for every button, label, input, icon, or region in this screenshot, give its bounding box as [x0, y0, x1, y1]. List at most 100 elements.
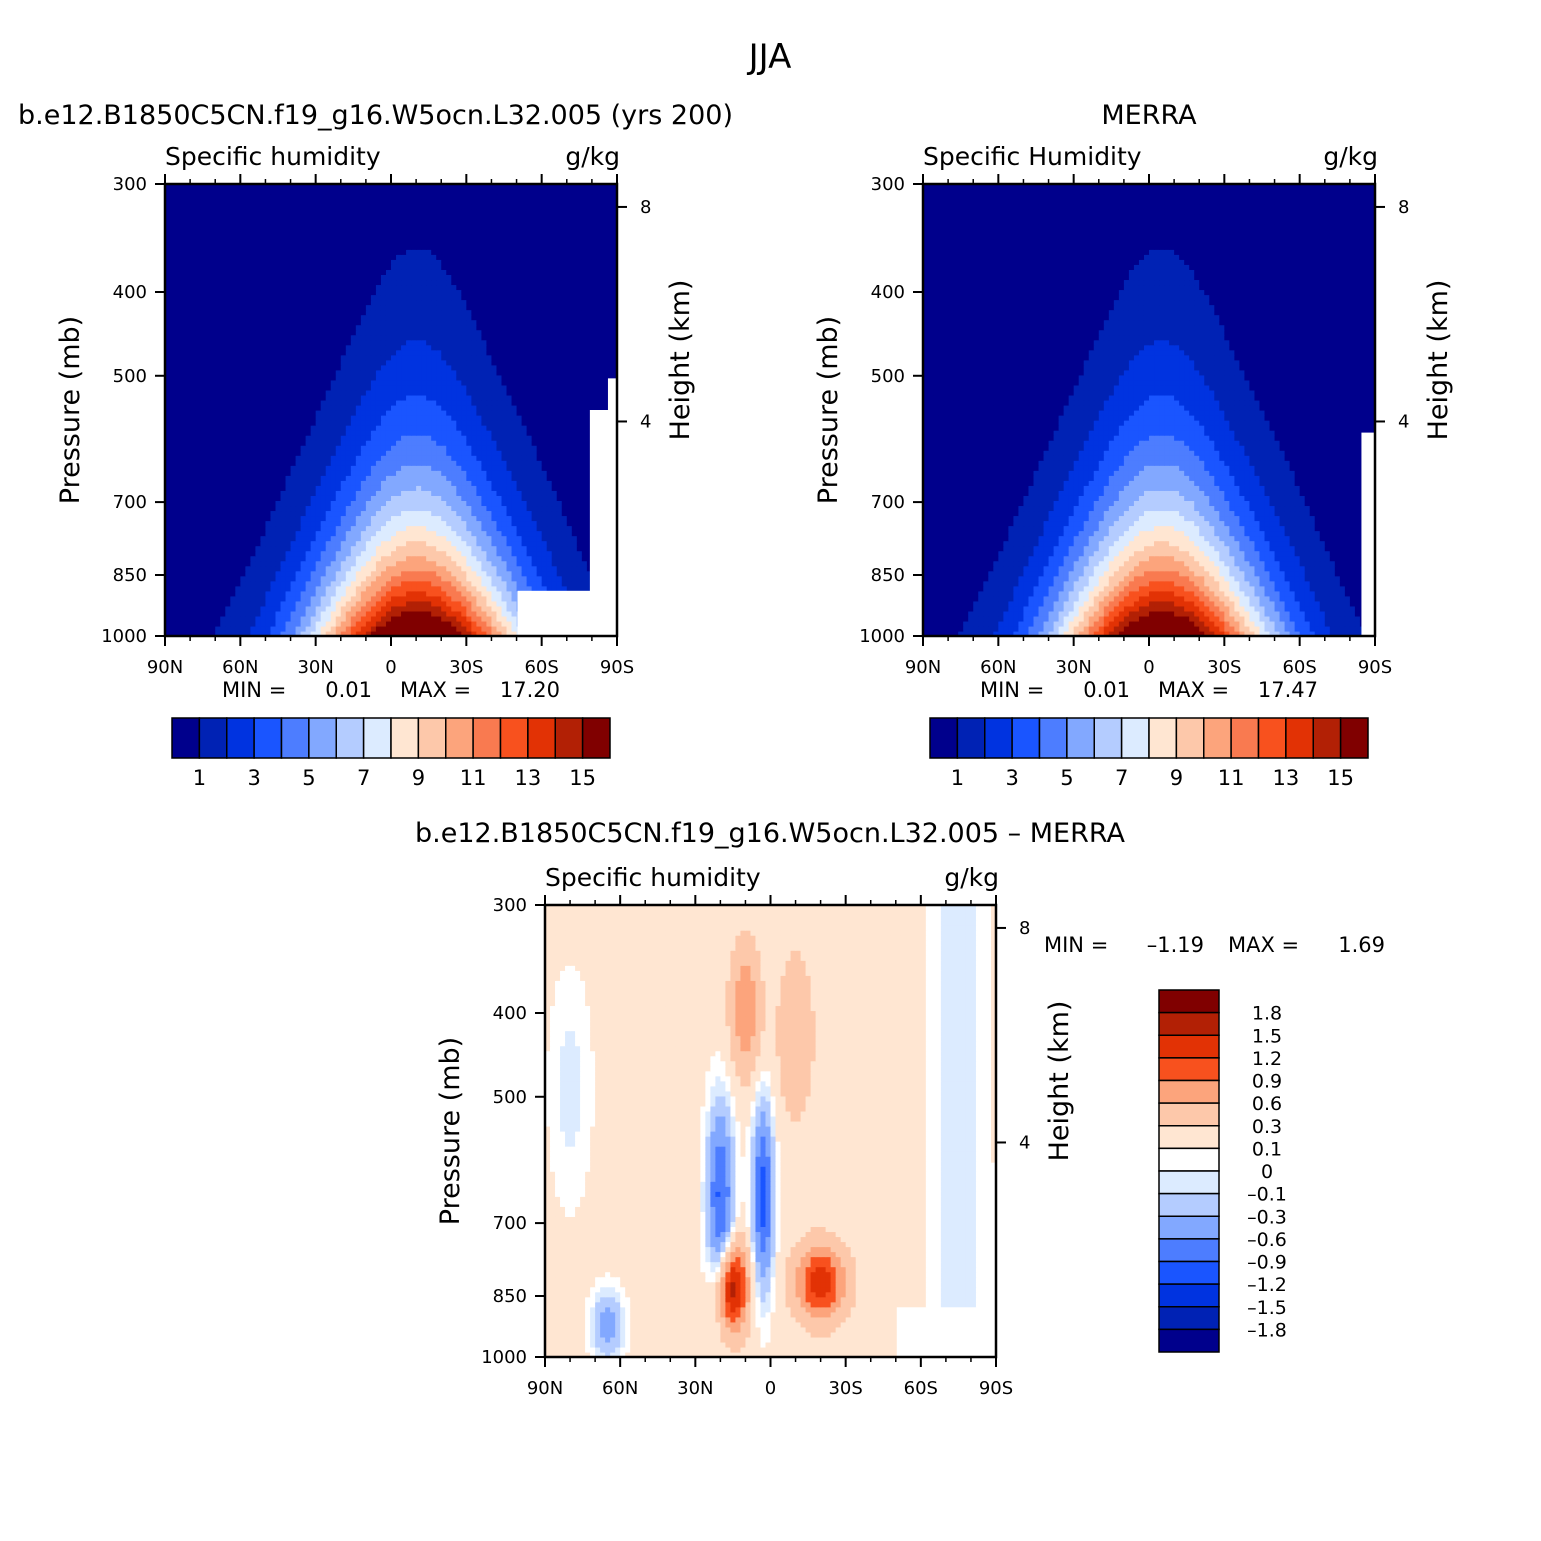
- colorbar-box: [583, 718, 610, 758]
- y2-tick-label: 8: [1019, 918, 1030, 939]
- colorbar-box: [1176, 718, 1203, 758]
- x-tick-label: 90N: [147, 657, 183, 678]
- colorbar-box: [364, 718, 391, 758]
- colorbar-label: 0.1: [1252, 1138, 1282, 1160]
- x-tick-label: 60N: [980, 657, 1016, 678]
- y2-tick-label: 4: [1398, 411, 1409, 432]
- y-tick-label: 300: [113, 174, 147, 195]
- y-tick-label: 400: [113, 282, 147, 303]
- topography-mask: [1361, 433, 1375, 636]
- y-tick-label: 850: [113, 565, 147, 586]
- colorbar-box: [1159, 1194, 1219, 1217]
- colorbar-label: 5: [1060, 766, 1073, 790]
- colorbar-label: 13: [515, 766, 542, 790]
- colorbar-box: [1012, 718, 1039, 758]
- colorbar-box: [1204, 718, 1231, 758]
- panels: b.e12.B1850C5CN.f19_g16.W5ocn.L32.005 (y…: [18, 100, 1454, 1399]
- colorbar-box: [1286, 718, 1313, 758]
- panel-title: b.e12.B1850C5CN.f19_g16.W5ocn.L32.005 – …: [415, 818, 1126, 849]
- y-tick-label: 300: [493, 895, 527, 916]
- x-tick-label: 90S: [600, 657, 634, 678]
- max-value: 17.47: [1258, 678, 1318, 702]
- x-tick-label: 30S: [828, 1378, 862, 1399]
- max-label: MAX =: [1228, 933, 1299, 957]
- colorbar-box: [418, 718, 445, 758]
- y-tick-label: 700: [871, 492, 905, 513]
- y-axis-label: Pressure (mb): [435, 1037, 466, 1225]
- y-axis-label: Pressure (mb): [813, 316, 844, 504]
- y-tick-label: 1000: [101, 626, 147, 647]
- colorbar-label: 7: [1115, 766, 1128, 790]
- y2-tick-label: 4: [640, 411, 651, 432]
- field-label: Specific humidity: [165, 142, 381, 171]
- field-label: Specific Humidity: [923, 142, 1142, 171]
- x-tick-label: 30N: [297, 657, 333, 678]
- y-tick-label: 700: [493, 1213, 527, 1234]
- y2-axis-label: Height (km): [1044, 1001, 1075, 1162]
- y-tick-label: 1000: [859, 626, 905, 647]
- field-label: Specific humidity: [545, 863, 761, 892]
- colorbar-box: [1122, 718, 1149, 758]
- topography-block: [982, 1163, 996, 1357]
- colorbar-box: [1231, 718, 1258, 758]
- units-label: g/kg: [1323, 142, 1378, 171]
- colorbar-label: 9: [412, 766, 425, 790]
- y2-axis-label: Height (km): [665, 280, 696, 441]
- colorbar-label: –0.1: [1247, 1184, 1287, 1206]
- x-tick-label: 30S: [1207, 657, 1241, 678]
- y-tick-label: 300: [871, 174, 905, 195]
- min-label: MIN =: [222, 678, 286, 702]
- x-tick-label: 0: [1143, 657, 1154, 678]
- colorbar-box: [957, 718, 984, 758]
- contour-field: [545, 905, 997, 1358]
- colorbar-box: [1159, 1103, 1219, 1126]
- y2-tick-label: 4: [1019, 1132, 1030, 1153]
- colorbar-box: [1159, 1239, 1219, 1262]
- min-label: MIN =: [980, 678, 1044, 702]
- y2-axis: 8 4 Height (km): [617, 197, 696, 440]
- colorbar-box: [1341, 718, 1368, 758]
- colorbar-box: [1159, 1262, 1219, 1285]
- colorbar-box: [501, 718, 528, 758]
- max-label: MAX =: [400, 678, 471, 702]
- colorbar-box: [172, 718, 199, 758]
- colorbar-label: –1.8: [1247, 1319, 1287, 1341]
- colorbar-box: [254, 718, 281, 758]
- topography-block: [608, 378, 617, 636]
- colorbar-box: [199, 718, 226, 758]
- y-tick-label: 500: [871, 366, 905, 387]
- topography-block: [897, 1307, 996, 1357]
- min-value: 0.01: [325, 678, 372, 702]
- y2-tick-label: 8: [1398, 197, 1409, 218]
- x-tick-label: 30N: [1055, 657, 1091, 678]
- colorbar-box: [1159, 1307, 1219, 1330]
- colorbar-box: [282, 718, 309, 758]
- colorbar: 1.81.51.20.90.60.30.10–0.1–0.3–0.6–0.9–1…: [1159, 990, 1287, 1352]
- y2-tick-label: 8: [640, 197, 651, 218]
- x-tick-label: 0: [385, 657, 396, 678]
- colorbar-box: [1159, 1035, 1219, 1058]
- contour-field: [165, 184, 618, 637]
- max-label: MAX =: [1158, 678, 1229, 702]
- colorbar-label: 15: [569, 766, 596, 790]
- colorbar-box: [473, 718, 500, 758]
- x-tick-label: 30S: [449, 657, 483, 678]
- x-tick-label: 90S: [1358, 657, 1392, 678]
- units-label: g/kg: [565, 142, 620, 171]
- min-max: MIN = –1.19 MAX = 1.69: [1044, 933, 1385, 957]
- colorbar-label: –0.9: [1247, 1252, 1287, 1274]
- colorbar-label: 1.5: [1252, 1025, 1282, 1047]
- y-axis-label: Pressure (mb): [55, 316, 86, 504]
- panel-title: MERRA: [1101, 100, 1197, 131]
- x-tick-label: 60N: [602, 1378, 638, 1399]
- colorbar-box: [1067, 718, 1094, 758]
- colorbar-label: 9: [1170, 766, 1183, 790]
- x-tick-label: 0: [765, 1378, 776, 1399]
- colorbar-label: 11: [460, 766, 487, 790]
- y2-axis: 84 Height (km): [1375, 197, 1454, 440]
- colorbar-box: [528, 718, 555, 758]
- min-label: MIN =: [1044, 933, 1108, 957]
